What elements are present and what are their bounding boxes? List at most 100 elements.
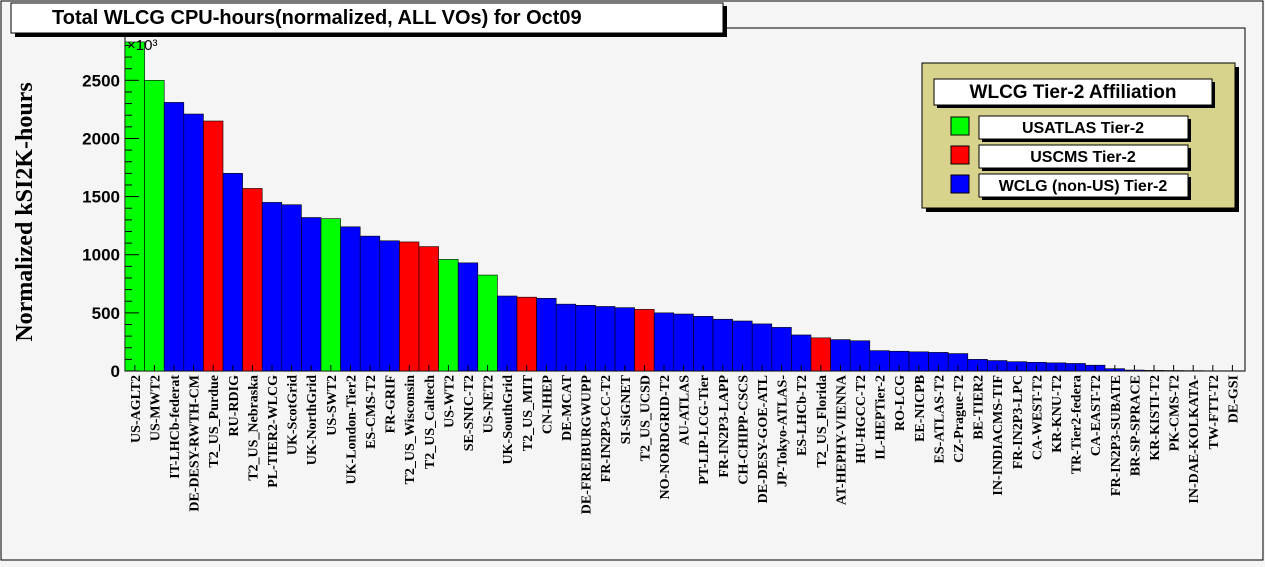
- x-tick-label: T2_US_UCSD: [638, 375, 653, 461]
- legend-entry-label: USCMS Tier-2: [1030, 149, 1136, 166]
- x-tick-label: DE-DESY-GOE-ATL: [756, 375, 771, 503]
- x-tick-label: PT-LIP-LCG-Tier: [697, 375, 712, 485]
- legend-swatch: [951, 117, 969, 135]
- x-tick-label: BE-TIER2: [972, 375, 987, 440]
- y-tick-label: 2000: [82, 129, 120, 148]
- chart-title: Total WLCG CPU-hours(normalized, ALL VOs…: [52, 7, 582, 29]
- x-tick-label: CA-EAST-T2: [1089, 375, 1104, 456]
- bar-de-freiburgwupp: [576, 305, 596, 371]
- x-tick-label: ES-ATLAS-T2: [932, 375, 947, 463]
- bar-t2-us-nebraska: [243, 188, 263, 371]
- x-tick-label: T2_US_Florida: [815, 375, 830, 468]
- x-tick-label: EE-NICPB: [913, 375, 928, 442]
- bar-uk-scotgrid: [282, 205, 302, 371]
- bar-ru-rdig: [223, 173, 243, 371]
- x-tick-label: KR-KNU-T2: [1050, 375, 1065, 453]
- x-tick-label: BR-SP-SPRACE: [1128, 375, 1143, 476]
- bar-fr-in2p3-lapp: [713, 319, 733, 371]
- bar-fr-grif: [380, 241, 400, 371]
- x-tick-label: CA-WEST-T2: [1030, 375, 1045, 460]
- x-tick-label: T2_US_MIT: [521, 374, 536, 451]
- x-tick-label: T2_US_Purdue: [207, 375, 222, 468]
- bar-us-wt2: [439, 259, 459, 371]
- y-tick-label: 1500: [82, 188, 120, 207]
- bar-t2-us-purdue: [203, 121, 223, 371]
- bar-us-mwt2: [145, 80, 165, 371]
- x-tick-label: DE-GSI: [1226, 375, 1241, 423]
- x-tick-label: ES-CMS-T2: [364, 375, 379, 449]
- x-tick-label: US-NET2: [482, 375, 497, 433]
- x-tick-label: DE-MCAT: [560, 374, 575, 441]
- x-tick-label: FR-IN2P3-SUBATE: [1109, 375, 1124, 496]
- x-tick-label: IL-HEPTier-2: [874, 375, 889, 460]
- y-tick-label: 2500: [82, 71, 120, 90]
- bar-it-lhcb-federat: [164, 102, 184, 371]
- x-tick-label: T2_US_Nebraska: [246, 375, 261, 481]
- legend-entry-label: WCLG (non-US) Tier-2: [999, 178, 1168, 195]
- x-tick-label: T2_US_Wisconsin: [403, 375, 418, 485]
- x-tick-label: RO-LCG: [893, 375, 908, 431]
- legend-swatch: [951, 175, 969, 193]
- x-tick-label: TW-FTT-T2: [1207, 375, 1222, 449]
- bar-us-aglt2: [125, 42, 145, 371]
- x-tick-label: T2_US_Caltech: [423, 375, 438, 469]
- bar-jp-tokyo-atlas-: [772, 327, 792, 371]
- bar-cn-ihep: [537, 298, 557, 371]
- x-tick-label: UK-SouthGrid: [501, 375, 516, 465]
- bar-uk-northgrid: [301, 218, 321, 371]
- legend-title: WLCG Tier-2 Affiliation: [970, 82, 1177, 103]
- x-tick-label: UK-ScotGrid: [286, 375, 301, 455]
- legend-entries: USATLAS Tier-2 USCMS Tier-2 WCLG (non-US) …: [951, 116, 1191, 200]
- bar-t2-us-mit: [517, 297, 537, 371]
- x-tick-label: CN-IHEP: [540, 375, 555, 435]
- x-tick-label: SE-SNIC-T2: [462, 375, 477, 451]
- x-tick-label: IT-LHCb-federat: [168, 375, 183, 479]
- y-multiplier-label: ×10³: [127, 37, 157, 54]
- bar-pt-lip-lcg-tier: [693, 316, 713, 371]
- x-tick-label: FR-IN2P3-CC-T2: [599, 375, 614, 482]
- x-tick-label: US-WT2: [442, 375, 457, 428]
- bar-us-net2: [478, 275, 498, 371]
- x-tick-label: TR-Tier2-federa: [1070, 375, 1085, 474]
- bar-de-desy-rwth-cm: [184, 114, 204, 371]
- x-tick-label: ES-LHCb-T2: [795, 375, 810, 456]
- x-tick-label: FR-GRIF: [384, 375, 399, 433]
- bar-fr-in2p3-cc-t2: [595, 306, 615, 371]
- x-tick-label: CZ-Prague-T2: [952, 375, 967, 463]
- x-tick-label: NO-NORDGRID-T2: [658, 375, 673, 499]
- bar-no-nordgrid-t2: [654, 313, 674, 371]
- x-tick-label: SI-SiGNET: [619, 374, 634, 444]
- x-tick-label: US-SWT2: [325, 375, 340, 436]
- x-tick-label: IN-DAE-KOLKATA-: [1187, 375, 1202, 504]
- x-tick-label: UK-NorthGrid: [305, 375, 320, 465]
- bar-ch-chipp-cscs: [733, 321, 753, 371]
- y-tick-label: 500: [92, 304, 120, 323]
- bar-uk-london-tier2: [341, 227, 361, 371]
- x-tick-label: HU-HGCC-T2: [854, 375, 869, 464]
- x-tick-label: UK-London-Tier2: [344, 375, 359, 484]
- x-tick-label: FR-IN2P3-LPC: [1011, 375, 1026, 469]
- x-tick-label: DE-FREIBURGWUPP: [580, 375, 595, 515]
- bar-de-mcat: [556, 304, 576, 371]
- y-tick-label: 0: [111, 362, 120, 381]
- x-tick-label: AT-HEPHY-VIENNA: [834, 374, 849, 505]
- bar-us-swt2: [321, 219, 341, 371]
- bar-es-cms-t2: [360, 236, 380, 371]
- bar-si-signet: [615, 308, 635, 371]
- bar-t2-us-caltech: [419, 247, 439, 371]
- bar-t2-us-ucsd: [635, 309, 655, 371]
- x-tick-label: CH-CHIPP-CSCS: [736, 375, 751, 485]
- x-tick-label: IN-INDIACMS-TIF: [991, 375, 1006, 496]
- bar-pl-tier2-wlcg: [262, 202, 282, 371]
- x-tick-label: US-MWT2: [148, 375, 163, 441]
- x-tick-label: PL-TIER2-WLCG: [266, 375, 281, 488]
- x-tick-label: KR-KISTI-T2: [1148, 375, 1163, 461]
- x-tick-label: PK-CMS-T2: [1168, 375, 1183, 451]
- legend-entry-label: USATLAS Tier-2: [1022, 120, 1144, 137]
- x-tick-label: AU-ATLAS: [678, 375, 693, 446]
- bar-uk-southgrid: [497, 296, 517, 371]
- x-tick-label: US-AGLT2: [129, 375, 144, 443]
- x-tick-label: JP-Tokyo-ATLAS-: [776, 375, 791, 487]
